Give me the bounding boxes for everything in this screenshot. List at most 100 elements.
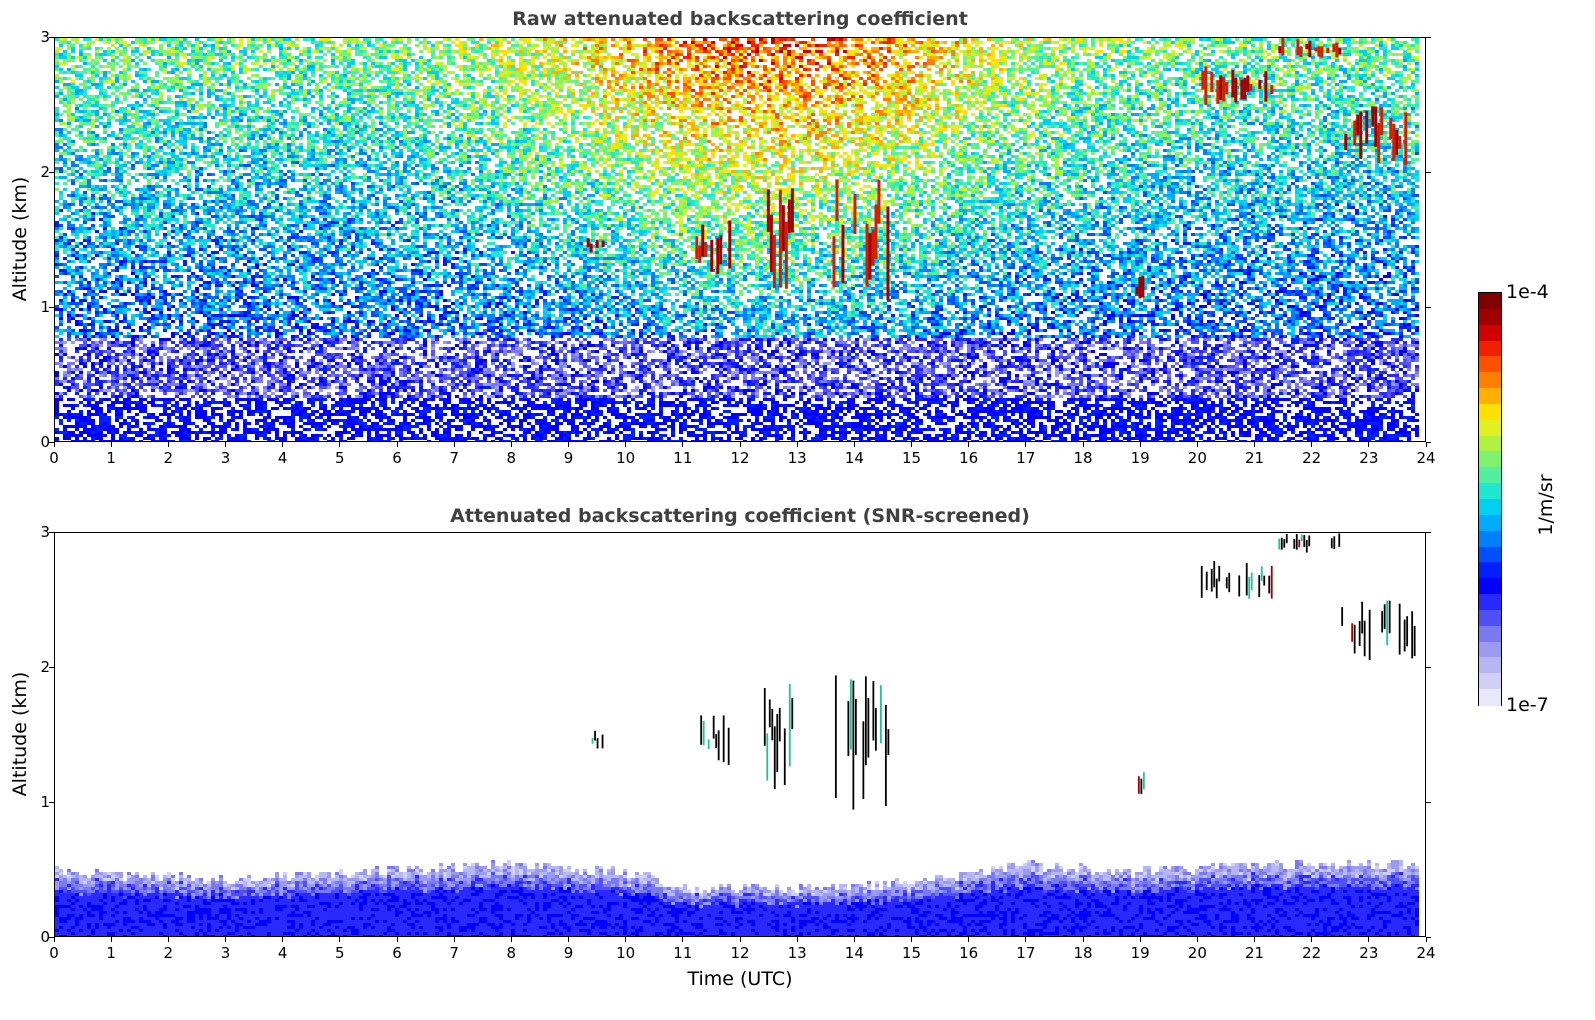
cloud-cell xyxy=(768,699,771,728)
cloud-cell xyxy=(1305,540,1308,553)
cloud-cell xyxy=(1219,75,1223,101)
x-tick-label: 11 xyxy=(673,944,693,962)
cloud-cell xyxy=(1243,78,1247,100)
x-tick xyxy=(796,442,798,447)
x-tick-label: 10 xyxy=(616,449,636,467)
colorbar-step xyxy=(1479,324,1501,342)
cloud-cell xyxy=(1200,565,1203,598)
cloud-cell xyxy=(1137,776,1140,794)
cloud-cell xyxy=(1225,577,1228,589)
x-tick xyxy=(110,937,112,942)
noise-cells xyxy=(55,38,1419,281)
x-tick-label: 5 xyxy=(335,449,345,467)
noise-cells xyxy=(583,38,959,131)
cloud-cell xyxy=(1377,122,1381,164)
x-tick-label: 16 xyxy=(959,944,979,962)
colorbar-step xyxy=(1479,467,1501,485)
cloud-cell xyxy=(1389,117,1393,140)
cloud-cell xyxy=(1248,576,1251,599)
cloud-cell xyxy=(1353,624,1356,654)
x-tick xyxy=(53,442,55,447)
x-tick xyxy=(796,937,798,942)
cloud-cell xyxy=(1380,107,1384,135)
boundary-layer-cells xyxy=(59,860,1419,908)
x-tick xyxy=(568,442,569,447)
colorbar-step xyxy=(1479,673,1501,691)
cloud-cell xyxy=(1398,135,1402,149)
x-tick xyxy=(225,442,226,447)
cloud-cell xyxy=(1228,572,1231,593)
x-tick-label: 6 xyxy=(392,449,402,467)
y-tick-label: 0 xyxy=(40,928,50,946)
cloud-cell xyxy=(596,738,599,749)
cloud-cell xyxy=(1332,43,1336,53)
bottom-chart-title: Attenuated backscattering coefficient (S… xyxy=(450,505,1030,527)
cloud-cell xyxy=(1383,604,1386,629)
x-axis-title: Time (UTC) xyxy=(687,968,793,990)
x-tick xyxy=(1082,937,1084,942)
cloud-cell xyxy=(773,726,776,790)
cloud-cell xyxy=(1218,565,1221,582)
noise-cells xyxy=(267,38,1179,221)
x-tick-label: 20 xyxy=(1187,449,1207,467)
x-tick-label: 13 xyxy=(787,449,807,467)
x-tick-label: 1 xyxy=(106,449,116,467)
x-tick xyxy=(167,442,169,447)
x-tick xyxy=(510,937,512,942)
cloud-cell xyxy=(700,715,703,745)
colorbar-step xyxy=(1479,594,1501,612)
top-plot-area xyxy=(54,37,1426,442)
boundary-layer-cells xyxy=(55,872,1419,936)
cloud-cell xyxy=(1363,620,1366,657)
boundary-layer-cells xyxy=(55,884,1419,936)
cloud-cell xyxy=(1142,772,1145,790)
cloud-cell xyxy=(1305,43,1309,50)
cloud-cell xyxy=(1320,46,1324,58)
cloud-cell xyxy=(1216,80,1220,104)
x-tick xyxy=(339,937,341,942)
cloud-cell xyxy=(849,679,852,750)
x-tick-label: 18 xyxy=(1073,944,1093,962)
x-tick-label: 24 xyxy=(1416,944,1436,962)
colorbar-step xyxy=(1479,546,1501,564)
cloud-cell xyxy=(847,700,850,757)
colorbar-step xyxy=(1479,530,1501,548)
cloud-cell xyxy=(601,734,604,749)
cloud-cell xyxy=(1398,603,1401,655)
colorbar-step xyxy=(1479,403,1501,421)
cloud-cell xyxy=(835,179,839,221)
x-tick-label: 22 xyxy=(1302,449,1322,467)
cloud-cell xyxy=(716,238,720,274)
x-tick-label: 10 xyxy=(616,944,636,962)
x-tick xyxy=(911,937,912,942)
cloud-cell xyxy=(707,739,710,750)
cloud-cell xyxy=(1285,533,1288,544)
cloud-cell xyxy=(1295,534,1298,550)
x-tick-label: 13 xyxy=(787,944,807,962)
cloud-cell xyxy=(1381,611,1384,633)
y-tick xyxy=(49,441,54,443)
noise-cells xyxy=(55,44,1419,338)
x-tick xyxy=(682,442,684,447)
x-tick xyxy=(1311,442,1313,447)
x-tick xyxy=(625,937,627,942)
x-tick xyxy=(53,937,55,942)
cloud-cell xyxy=(1361,601,1364,634)
noise-cells xyxy=(543,38,971,161)
y-tick-right xyxy=(1426,801,1431,803)
bottom-plot-area xyxy=(54,532,1426,937)
cloud-cell xyxy=(717,730,720,761)
y-tick xyxy=(49,666,54,668)
colorbar-step xyxy=(1479,419,1501,437)
x-tick-label: 21 xyxy=(1244,449,1265,467)
x-tick-label: 9 xyxy=(563,449,574,467)
y-tick xyxy=(49,306,54,308)
colorbar-max-label: 1e-4 xyxy=(1506,281,1549,303)
colorbar-step xyxy=(1479,514,1501,532)
cloud-cell xyxy=(1250,572,1253,591)
cloud-cell xyxy=(841,224,845,283)
cloud-cell xyxy=(1386,600,1389,646)
cloud-cell xyxy=(763,688,766,746)
cloud-cell xyxy=(1406,616,1409,647)
cloud-cell xyxy=(1314,47,1318,52)
